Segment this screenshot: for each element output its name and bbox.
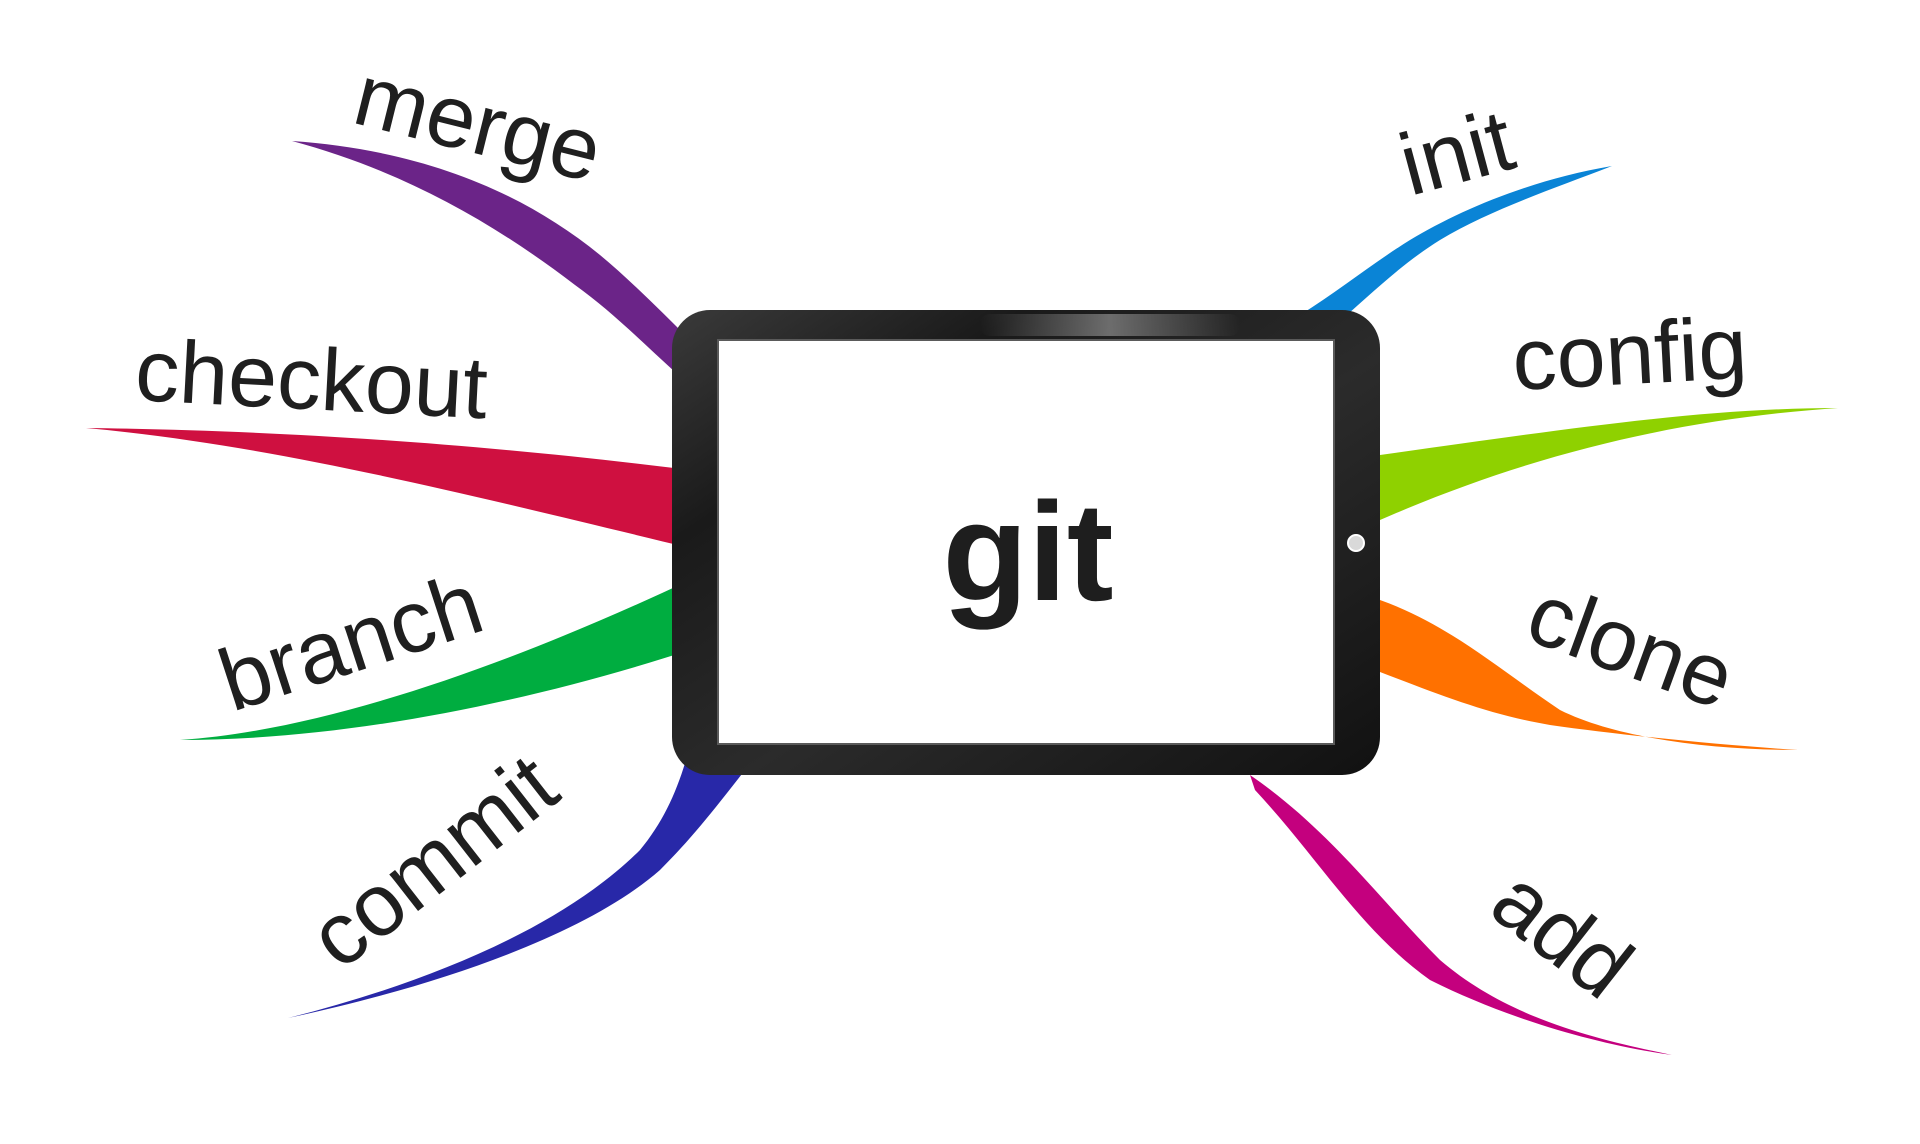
tablet-gloss [980,314,1240,336]
tablet-device: git [672,310,1380,775]
label-config: config [1510,298,1750,409]
label-clone: clone [1516,563,1748,728]
branch-config-ribbon [1380,408,1838,520]
branch-checkout-ribbon [86,428,690,548]
label-add: add [1474,849,1651,1017]
power-button-icon [1347,534,1365,552]
label-merge: merge [345,44,611,200]
center-topic: git [942,473,1113,630]
label-commit: commit [291,734,575,987]
branch-merge-ribbon [292,141,690,372]
label-checkout: checkout [133,320,490,437]
tablet-screen [717,339,1335,745]
branch-branch-ribbon [180,580,690,740]
branch-clone-ribbon [1380,600,1798,750]
